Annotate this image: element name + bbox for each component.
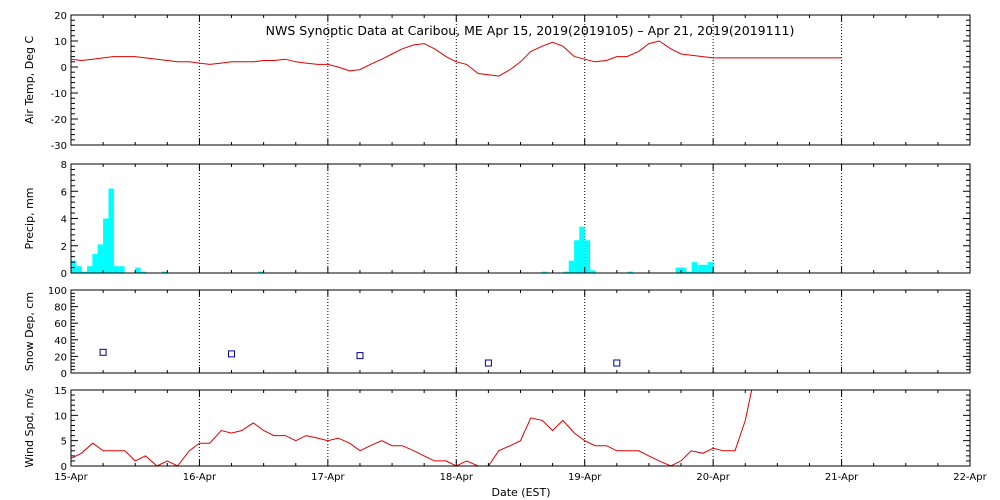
precip-bar [579,226,585,273]
snow-depth-panel: 0 20 40 60 80 100 Snow Dep, cm [23,286,971,380]
x-axis-label: Date (EST) [491,486,550,499]
x-tick-label: 22-Apr [953,472,987,483]
wind-speed-frame [70,389,971,467]
chart-title: NWS Synoptic Data at Caribou, ME Apr 15,… [266,23,795,38]
y-tick-label: -20 [51,115,67,126]
precip-frame [70,163,971,274]
snow-depth-y-axis-label: Snow Dep, cm [23,292,36,371]
precip-bar [574,240,580,273]
wind-speed-panel: 0 5 10 15 Wind Spd, m/s [23,386,971,473]
precip-bar [113,266,120,273]
y-tick-label: 80 [54,303,67,314]
y-tick-label: 0 [61,269,67,280]
precip-bar [135,267,141,273]
precip-bar [702,264,708,273]
y-tick-label: 15 [54,386,67,397]
precip-panel: 0 2 4 6 8 Precip, mm [23,160,971,280]
x-tick-label: 17-Apr [311,472,345,483]
precip-bar [681,267,687,273]
precip-bar [541,271,548,273]
precip-bar [697,264,703,273]
y-tick-label: 4 [61,215,67,226]
precip-bar [707,262,714,273]
precip-bar [76,266,82,273]
y-tick-label: 6 [61,187,67,198]
precip-bar [81,271,88,273]
air-temp-series-line [70,40,842,77]
x-tick-label: 15-Apr [54,472,88,483]
precip-bar [568,260,575,273]
y-tick-label: 0 [61,462,67,473]
y-tick-label: -30 [51,141,67,152]
precip-bar [97,244,104,273]
precip-bar [103,218,109,273]
y-tick-label: 0 [61,369,67,380]
precip-bar [161,271,168,273]
snow-depth-point [613,359,621,367]
chart-panels: -30 -20 -10 0 10 20 Air Temp, Deg C 0 2 4 6 8 Precip… [23,11,988,483]
x-tick-label: 21-Apr [825,472,859,483]
precip-bar [584,240,591,273]
precip-bar [71,260,77,273]
air-temp-panel: -30 -20 -10 0 10 20 Air Temp, Deg C [23,11,971,152]
y-tick-label: -10 [51,89,67,100]
air-temp-y-axis-label: Air Temp, Deg C [23,36,36,125]
y-tick-label: 100 [48,286,67,297]
y-tick-label: 2 [61,242,67,253]
y-tick-label: 10 [54,37,67,48]
precip-bar [590,270,596,273]
precip-y-axis-label: Precip, mm [23,188,36,250]
x-tick-label: 19-Apr [568,472,602,483]
wind-speed-series-line [70,389,753,467]
precip-bar [627,271,633,273]
y-tick-label: 5 [61,437,67,448]
y-tick-label: 0 [61,63,67,74]
y-tick-label: 20 [54,11,67,22]
precip-bar [108,188,114,273]
y-tick-label: 20 [54,352,67,363]
precip-bar [563,271,569,273]
x-tick-label: 20-Apr [696,472,730,483]
y-tick-label: 40 [54,336,67,347]
snow-depth-frame [70,289,971,374]
x-tick-label: 18-Apr [440,472,474,483]
x-tick-label: 16-Apr [183,472,217,483]
precip-bar [87,266,93,273]
precip-bar [140,271,146,273]
snow-depth-point [484,359,492,367]
snow-depth-point [356,352,364,360]
snow-depth-point [99,348,107,356]
precip-bar [119,266,125,273]
precip-bar [686,271,692,273]
precip-bar [675,267,681,273]
y-tick-label: 10 [54,411,67,422]
precip-bar [92,253,98,273]
y-tick-label: 60 [54,319,67,330]
y-tick-label: 8 [61,160,67,171]
wind-speed-y-axis-label: Wind Spd, m/s [23,388,36,468]
precip-bar [258,271,264,273]
snow-depth-point [228,350,235,358]
precip-bar [691,262,698,273]
